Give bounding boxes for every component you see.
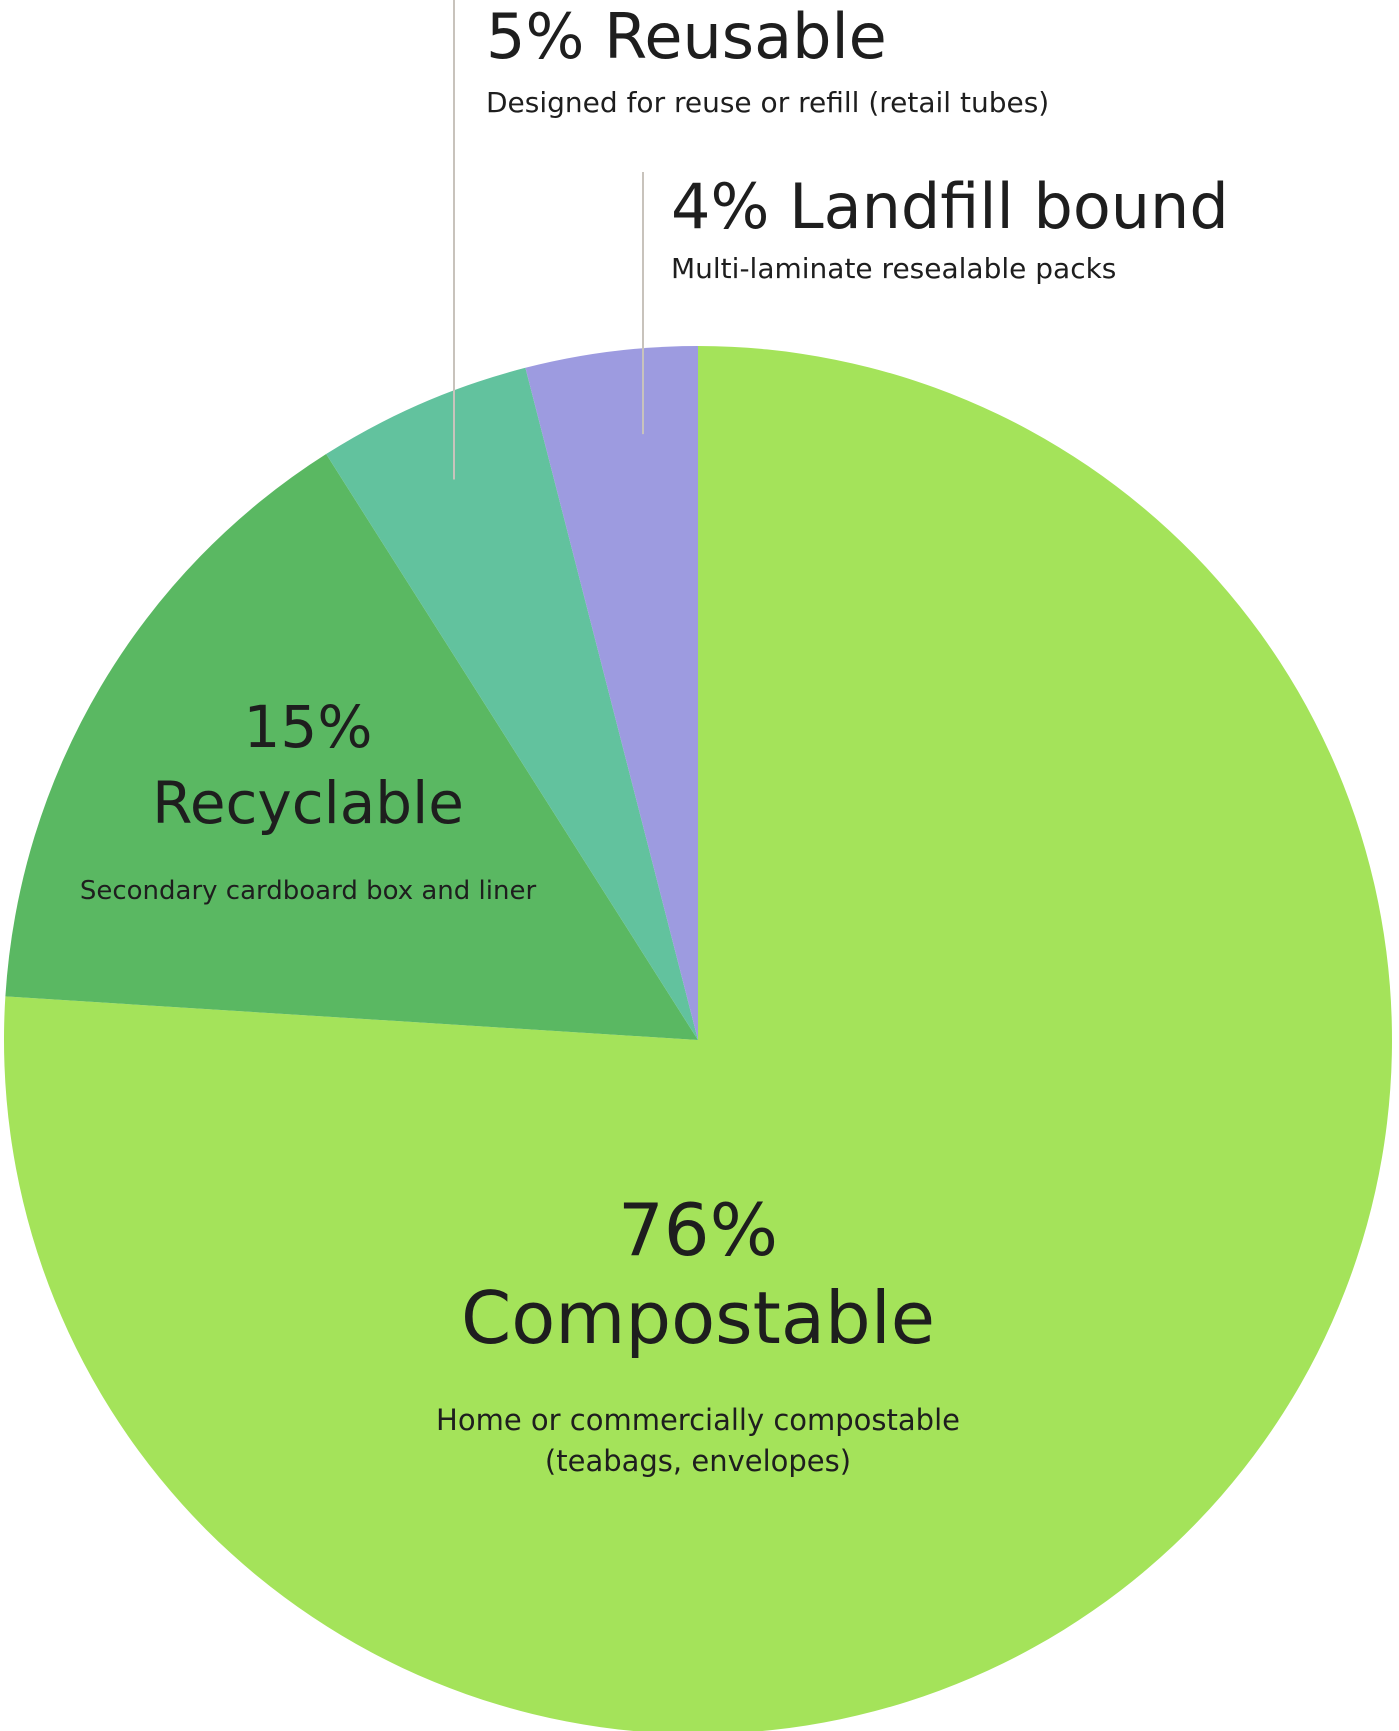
- compostable-description-line1: Home or commercially compostable: [436, 1403, 960, 1437]
- recyclable-percent-label: 15%: [244, 693, 373, 761]
- pie-slice-recyclable: [5, 454, 699, 1041]
- pie-slices: [4, 346, 1392, 1731]
- compostable-percent-label: 76%: [618, 1188, 778, 1272]
- compostable-description-line2: (teabags, envelopes): [545, 1444, 851, 1478]
- compostable-name-label: Compostable: [461, 1276, 935, 1360]
- recyclable-description: Secondary cardboard box and liner: [80, 876, 537, 906]
- landfill-percent-label: 4% Landfill bound: [671, 170, 1229, 243]
- leader-lines: [453, 0, 644, 480]
- landfill-description: Multi-laminate resealable packs: [671, 252, 1116, 285]
- reusable-description: Designed for reuse or refill (retail tub…: [486, 86, 1049, 119]
- reusable-percent-label: 5% Reusable: [486, 0, 887, 73]
- recyclable-name-label: Recyclable: [152, 769, 464, 837]
- pie-slice-landfill-bound: [525, 346, 698, 1040]
- pie-slice-reusable: [326, 367, 698, 1040]
- pie-slice-compostable: [4, 346, 1392, 1731]
